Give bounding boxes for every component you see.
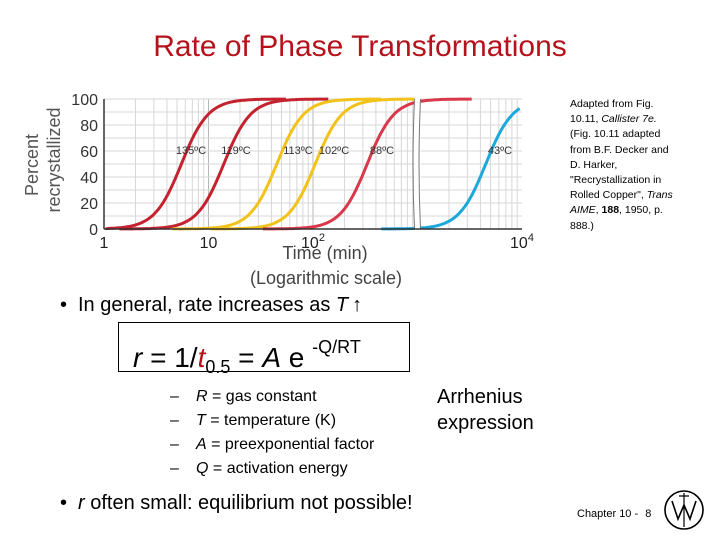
dash: – (170, 412, 179, 429)
series-label-4: 88ºC (370, 145, 394, 157)
caption-italic: Callister 7e. (601, 113, 657, 126)
series-label-2: 113ºC (283, 145, 313, 157)
x-axis-label-line2: (Logarithmic scale) (250, 268, 402, 288)
caption-line: Rolled Copper", (570, 189, 647, 202)
caption-line: D. Harker, (570, 158, 618, 171)
eq-exponent: -Q/RT (312, 337, 361, 357)
eq-r: r (133, 342, 143, 373)
page-number: 8 (645, 508, 652, 520)
chart-axes (103, 97, 522, 231)
x-axis-label-line1: Time (min) (282, 243, 367, 263)
arrhenius-equation: r = 1/t0.5 = A e -Q/RT (118, 322, 410, 377)
axis-break-line-right (418, 98, 421, 230)
y-tick-label: 60 (80, 144, 98, 161)
caption-italic: Trans (646, 189, 673, 202)
series-label-1: 119ºC (221, 145, 251, 157)
eq-part: = (230, 342, 263, 373)
caption-line: "Recrystallization in (570, 174, 662, 187)
series-label-3: 102ºC (319, 145, 349, 157)
def-text: = activation energy (208, 460, 348, 477)
def-var: A (196, 436, 207, 453)
def-text: = temperature (K) (205, 412, 337, 429)
arrhenius-label: Arrhenius expression (437, 384, 534, 436)
definition-item: – R = gas constant (170, 388, 317, 406)
bullet-var: T (335, 294, 349, 316)
eq-t: t (197, 342, 206, 373)
def-text: = gas constant (207, 388, 317, 405)
arrhenius-line: Arrhenius (437, 386, 523, 408)
y-tick-label: 40 (80, 170, 98, 187)
x-tick-sup: 4 (528, 232, 534, 244)
def-var: Q (196, 460, 209, 477)
up-arrow-icon: ↑ (352, 294, 363, 316)
axis-break (414, 97, 421, 231)
def-var: R (196, 388, 208, 405)
x-tick-label: 1 (100, 235, 109, 252)
wiley-logo-icon (664, 490, 704, 530)
definition-item: – Q = activation energy (170, 460, 348, 478)
series-line-0 (105, 97, 286, 231)
definition-item: – T = temperature (K) (170, 412, 336, 430)
x-tick-sup: 2 (319, 232, 325, 244)
bullet-equilibrium: • r often small: equilibrium not possible… (60, 492, 413, 515)
caption-italic: AIME (570, 204, 596, 217)
caption-bold: 188 (601, 204, 620, 217)
y-axis-label-line2: recrystallized (44, 107, 64, 212)
caption-line: , 1950, p. (619, 204, 663, 217)
series-label-0: 135ºC (176, 145, 206, 157)
bullet-text: In general, rate increases as (78, 294, 336, 316)
dash: – (170, 388, 179, 405)
series-label-5: 43ºC (488, 145, 512, 157)
eq-A: A (262, 342, 282, 373)
chart-grid (103, 98, 522, 230)
y-tick-label: 20 (80, 196, 98, 213)
y-tick-label: 80 (80, 118, 98, 135)
figure-caption: Adapted from Fig. 10.11, Callister 7e. (… (570, 97, 715, 234)
x-tick-label: 10 (200, 235, 218, 252)
eq-subscript: 0.5 (205, 357, 231, 377)
dash: – (170, 460, 179, 477)
bullet-symbol: • (60, 294, 68, 316)
caption-line: (Fig. 10.11 adapted (570, 128, 661, 141)
caption-line: Adapted from Fig. (570, 98, 654, 110)
def-var: T (196, 412, 206, 429)
axis-break-line-left (412, 98, 415, 230)
y-tick-label: 100 (71, 92, 98, 109)
bullet-var: r (78, 492, 85, 514)
bullet-text: often small: equilibrium not possible! (84, 492, 413, 514)
dash: – (170, 436, 179, 453)
caption-line: , (595, 204, 602, 217)
chapter-label: Chapter 10 - (577, 508, 639, 520)
def-text: = preexponential factor (206, 436, 375, 453)
chapter-footer: Chapter 10 - 8 (577, 508, 651, 520)
eq-e: e (281, 342, 313, 373)
y-axis-label-line1: Percent (22, 134, 42, 196)
arrhenius-line: expression (437, 412, 534, 434)
caption-line: 888.) (570, 219, 594, 232)
y-tick-label: 0 (89, 222, 98, 239)
caption-line: 10.11, (570, 113, 602, 126)
caption-line: from B.F. Decker and (570, 143, 669, 156)
slide-title: Rate of Phase Transformations (153, 30, 567, 63)
definition-item: – A = preexponential factor (170, 436, 374, 454)
x-tick-label: 104 (510, 232, 534, 252)
eq-part: = 1/ (142, 342, 198, 373)
bullet-rate-increase: • In general, rate increases as T ↑ (60, 294, 362, 317)
bullet-symbol: • (60, 492, 68, 514)
